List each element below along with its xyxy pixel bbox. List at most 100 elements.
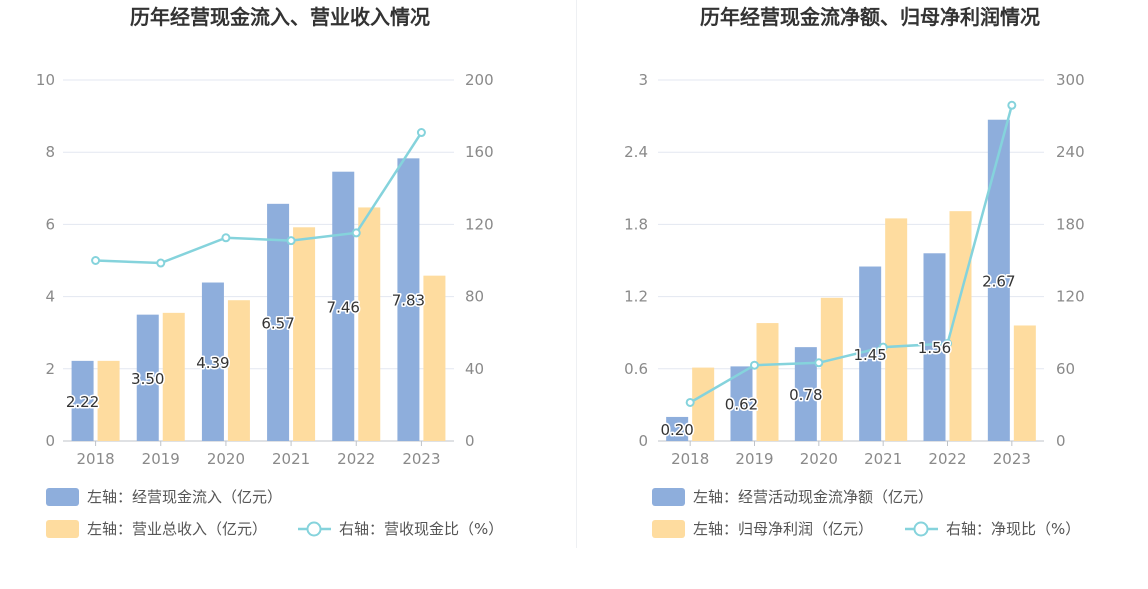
chart-title: 历年经营现金流入、营业收入情况 [130, 5, 430, 29]
right-axis-tick-label: 300 [1056, 71, 1085, 89]
ratio-point [685, 397, 695, 407]
ratio-point [156, 258, 166, 268]
x-axis-tick-label: 2020 [800, 450, 838, 468]
chart-panel-cash-inflow: 历年经营现金流入、营业收入情况 0 0 2 40 4 80 6 120 8 160 10 200 2018… [36, 5, 503, 538]
left-axis-tick-label: 1.8 [624, 215, 648, 233]
left-axis-tick-label: 6 [45, 215, 55, 233]
right-axis-tick-label: 80 [465, 288, 484, 306]
right-axis-tick-label: 60 [1056, 360, 1075, 378]
bar-primary [332, 171, 355, 441]
bar-data-label: 7.83 [392, 292, 425, 310]
right-axis-tick-label: 40 [465, 360, 484, 378]
bar-primary [794, 347, 817, 441]
legend-marker [306, 521, 322, 537]
bar-primary [267, 203, 290, 441]
legend-swatch [46, 488, 79, 506]
bar-secondary [227, 300, 250, 441]
legend-label: 左轴：经营现金流入（亿元） [87, 488, 282, 506]
bar-data-label: 2.22 [66, 393, 99, 411]
bar-data-label: 0.62 [725, 396, 758, 414]
legend-swatch [46, 520, 79, 538]
ratio-point [814, 358, 824, 368]
chart-net-cashflow-profit: 历年经营现金流净额、归母净利润情况 0 0 0.6 60 1.2 120 1.8 180 2.4 2… [624, 5, 1085, 538]
legend-swatch [652, 520, 685, 538]
bar-data-label: 6.57 [261, 314, 294, 332]
right-axis-tick-label: 0 [1056, 432, 1066, 450]
ratio-point [750, 360, 759, 370]
left-axis-tick-label: 1.2 [624, 288, 648, 306]
bar-data-label: 2.67 [982, 272, 1015, 290]
right-axis-tick-label: 200 [465, 71, 494, 89]
bar-primary [71, 360, 94, 441]
chart-panel-net-cashflow: 历年经营现金流净额、归母净利润情况 0 0 0.6 60 1.2 120 1.8 180 2.4 2… [574, 0, 1148, 589]
x-axis-tick-label: 2019 [142, 450, 180, 468]
ratio-point [1007, 100, 1017, 110]
bar-data-label: 1.56 [918, 339, 951, 357]
ratio-point [91, 256, 101, 265]
bar-primary [859, 266, 882, 441]
legend-label: 右轴：净现比（%） [946, 520, 1080, 538]
x-axis-tick-label: 2022 [928, 450, 966, 468]
ratio-point [943, 339, 952, 349]
bar-primary [666, 416, 689, 441]
bar-secondary [1013, 325, 1036, 441]
bar-primary [923, 253, 946, 441]
panel-divider [576, 0, 577, 548]
ratio-point [878, 342, 888, 352]
left-axis-tick-label: 0.6 [624, 360, 648, 378]
left-axis-tick-label: 10 [36, 71, 55, 89]
bar-data-label: 0.78 [789, 386, 822, 404]
ratio-point [416, 128, 426, 138]
x-axis-tick-label: 2019 [735, 450, 773, 468]
x-axis-tick-label: 2021 [864, 450, 902, 468]
chart-title: 历年经营现金流净额、归母净利润情况 [700, 5, 1040, 29]
right-axis-tick-label: 120 [465, 215, 494, 233]
legend-marker [913, 521, 929, 537]
bar-secondary [358, 207, 381, 441]
bar-secondary [949, 211, 972, 441]
ratio-line [689, 104, 1014, 404]
left-axis-tick-label: 8 [45, 143, 55, 161]
left-axis-tick-label: 0 [45, 432, 55, 450]
left-axis-tick-label: 3 [638, 71, 648, 89]
bar-primary [987, 119, 1010, 442]
bar-data-label: 7.46 [327, 298, 360, 316]
legend-swatch [652, 488, 685, 506]
bar-data-label: 3.50 [131, 370, 164, 388]
x-axis-tick-label: 2022 [337, 450, 375, 468]
bar-secondary [97, 360, 120, 441]
bar-secondary [820, 297, 843, 441]
ratio-point [221, 233, 231, 243]
right-axis-tick-label: 180 [1056, 215, 1085, 233]
legend-label: 左轴：经营活动现金流净额（亿元） [693, 488, 933, 506]
bar-data-label: 4.39 [196, 354, 229, 372]
bar-secondary [423, 275, 446, 441]
ratio-line [95, 131, 423, 265]
bar-primary [201, 282, 224, 441]
bar-primary [136, 314, 159, 441]
right-axis-tick-label: 0 [465, 432, 475, 450]
legend-label: 左轴：归母净利润（亿元） [693, 520, 873, 538]
x-axis-tick-label: 2018 [76, 450, 114, 468]
chart-cash-inflow-revenue: 历年经营现金流入、营业收入情况 0 0 2 40 4 80 6 120 8 160 10 200 2018… [36, 5, 503, 538]
legend-label: 右轴：营收现金比（%） [339, 520, 503, 538]
bar-secondary [885, 218, 908, 441]
x-axis-tick-label: 2018 [671, 450, 709, 468]
bar-secondary [756, 323, 779, 441]
legend-label: 左轴：营业总收入（亿元） [87, 520, 267, 538]
bar-secondary [692, 367, 715, 441]
left-axis-tick-label: 2.4 [624, 143, 648, 161]
right-axis-tick-label: 240 [1056, 143, 1085, 161]
x-axis-tick-label: 2023 [402, 450, 440, 468]
x-axis-tick-label: 2020 [207, 450, 245, 468]
right-axis-tick-label: 120 [1056, 288, 1085, 306]
x-axis-tick-label: 2023 [993, 450, 1031, 468]
left-axis-tick-label: 4 [45, 288, 55, 306]
bar-primary [397, 158, 420, 441]
ratio-point [351, 228, 361, 238]
bar-secondary [162, 312, 185, 441]
x-axis-tick-label: 2021 [272, 450, 310, 468]
ratio-point [286, 236, 296, 246]
bar-secondary [293, 227, 316, 441]
left-axis-tick-label: 2 [45, 360, 55, 378]
